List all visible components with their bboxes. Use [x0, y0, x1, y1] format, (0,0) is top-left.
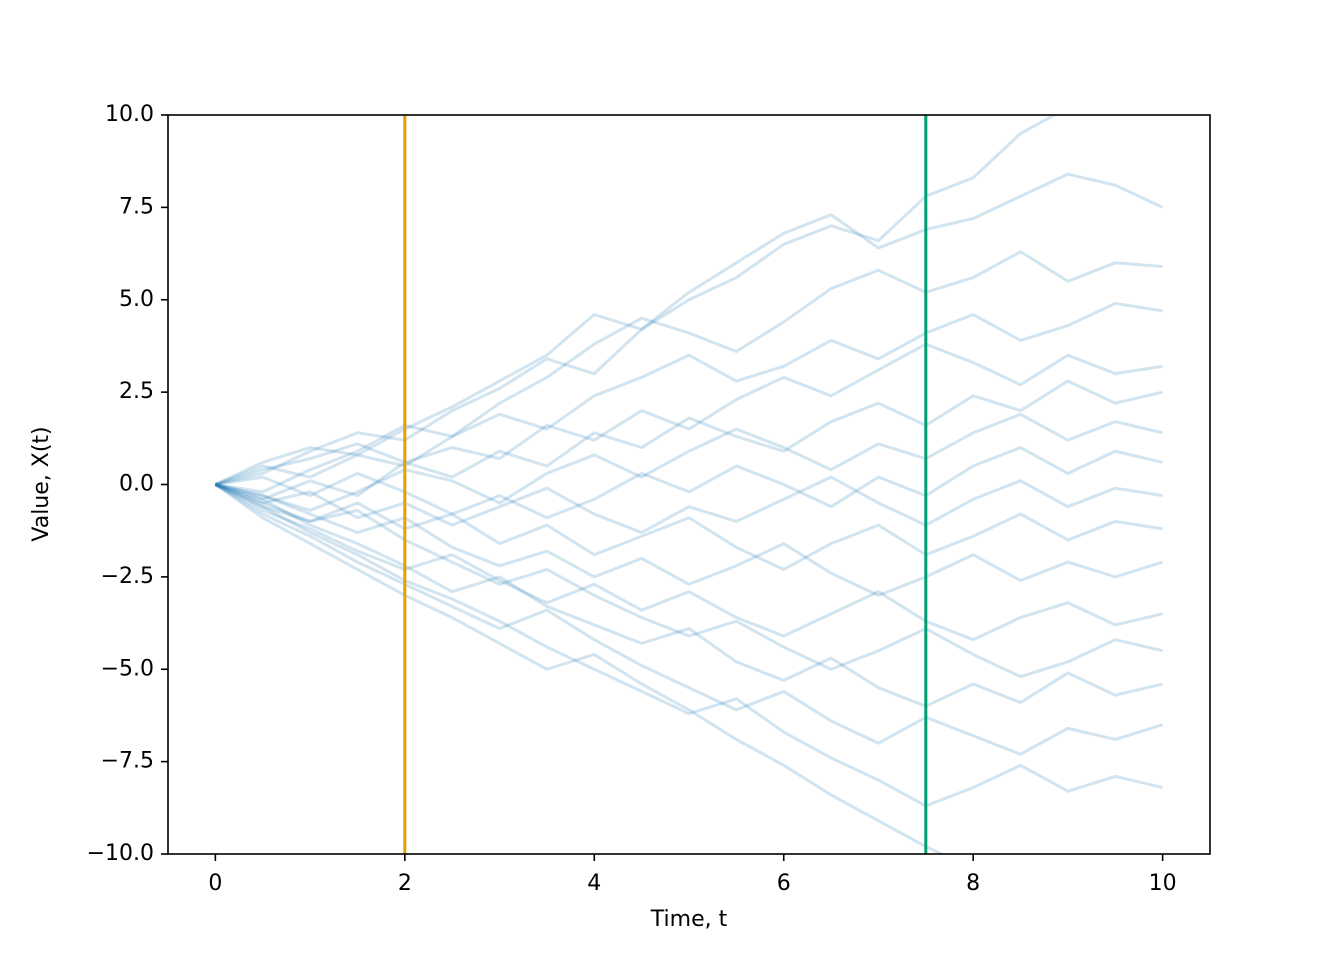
series-line: [214, 379, 1163, 486]
series-line: [215, 412, 1163, 512]
series-line: [214, 483, 1163, 642]
y-tick-label: 7.5: [119, 194, 154, 219]
series-line: [214, 483, 1164, 756]
x-tick-label: 4: [587, 871, 601, 896]
series-line: [214, 342, 1163, 501]
x-tick-label: 0: [208, 871, 222, 896]
y-tick-label: 2.5: [119, 379, 154, 404]
series-line: [214, 483, 946, 854]
x-tick-label: 2: [398, 871, 412, 896]
x-tick-label: 10: [1149, 871, 1177, 896]
series-line: [215, 250, 1163, 494]
y-tick-label: −10.0: [87, 841, 154, 866]
y-tick-label: −5.0: [101, 656, 154, 681]
series-line: [215, 172, 1164, 486]
y-tick-label: −2.5: [101, 564, 154, 589]
series-line: [214, 301, 1163, 486]
series-line: [214, 115, 1058, 486]
x-tick-label: 8: [966, 871, 980, 896]
series-line: [214, 483, 1163, 708]
series-line: [215, 446, 1163, 520]
plot-area: [214, 115, 1164, 854]
x-axis-label: Time, t: [650, 907, 728, 932]
y-axis-label: Value, X(t): [29, 426, 54, 541]
y-tick-label: 10.0: [105, 102, 154, 127]
y-tick-label: 5.0: [119, 287, 154, 312]
y-tick-label: 0.0: [119, 472, 154, 497]
y-tick-label: −7.5: [101, 749, 154, 774]
series-line: [214, 483, 1163, 808]
series-line: [214, 483, 1163, 571]
x-tick-label: 6: [777, 871, 791, 896]
series-line: [215, 483, 1164, 597]
series-line: [214, 475, 1163, 535]
series-line: [214, 483, 1163, 679]
